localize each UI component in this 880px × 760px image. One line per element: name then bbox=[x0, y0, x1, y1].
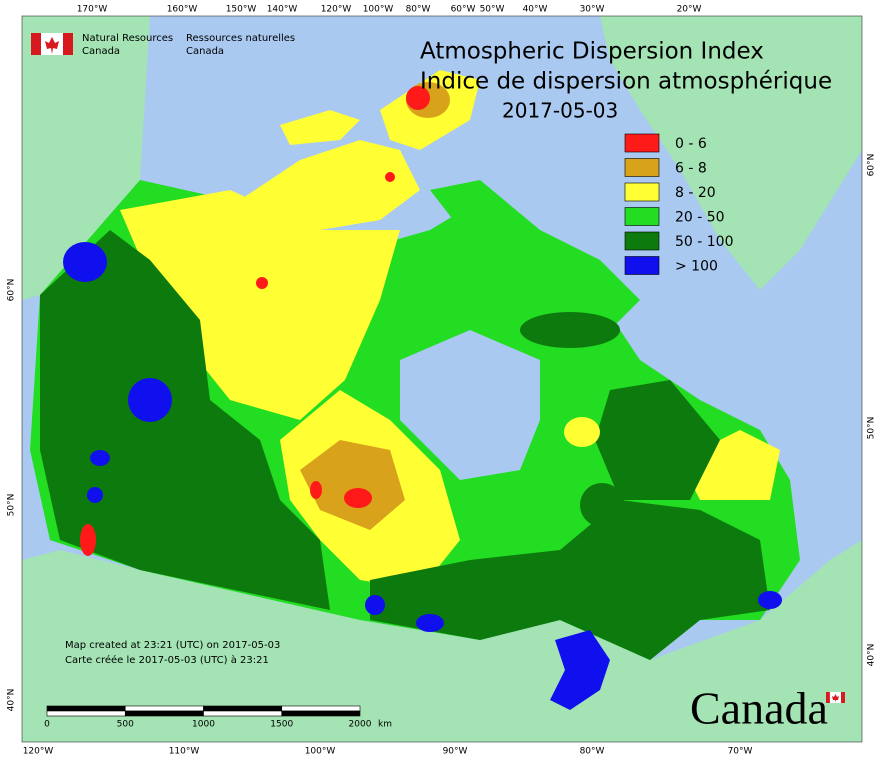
scale-bar-label: 500 bbox=[117, 720, 134, 730]
region bbox=[550, 630, 610, 710]
region bbox=[80, 524, 96, 556]
region bbox=[416, 614, 444, 632]
region bbox=[564, 417, 600, 447]
graticule-label: 80°W bbox=[580, 747, 605, 757]
nrcan-flag bbox=[31, 33, 73, 55]
org-fr: Ressources naturelles bbox=[186, 33, 295, 44]
legend-swatch bbox=[624, 133, 660, 153]
graticule-label: 40°W bbox=[523, 5, 548, 15]
region bbox=[240, 140, 420, 230]
alaska bbox=[22, 16, 150, 300]
region bbox=[385, 172, 395, 182]
org-fr: Canada bbox=[186, 46, 224, 57]
graticule-label: 50°W bbox=[480, 5, 505, 15]
wordmark: Canada bbox=[690, 683, 845, 734]
title-fr: Indice de dispersion atmosphérique bbox=[420, 69, 832, 95]
scale-bar-segment bbox=[124, 705, 204, 712]
region bbox=[63, 242, 107, 282]
graticule-label: 50°N bbox=[867, 417, 877, 440]
region bbox=[300, 440, 405, 530]
credit: Carte créée le 2017-05-03 (UTC) à 23:21 bbox=[65, 654, 269, 666]
scale-bar-label: 0 bbox=[44, 720, 50, 730]
graticule-label: 140°W bbox=[267, 5, 298, 15]
region bbox=[120, 190, 400, 420]
scale-bar-segment bbox=[203, 705, 283, 712]
graticule-label: 160°W bbox=[167, 5, 198, 15]
graticule-label: 40°N bbox=[867, 644, 877, 667]
region bbox=[256, 277, 268, 289]
scale-bar-label: 1000 bbox=[192, 720, 215, 730]
scale-bar-label: 2000 bbox=[349, 720, 372, 730]
graticule-label: 110°W bbox=[169, 747, 200, 757]
graticule-label: 120°W bbox=[321, 5, 352, 15]
legend-label: 20 - 50 bbox=[675, 210, 725, 226]
region bbox=[310, 481, 322, 499]
greenland bbox=[600, 16, 862, 290]
region bbox=[365, 595, 385, 615]
scale-bar-segment bbox=[46, 705, 126, 712]
scale-bar-segment bbox=[124, 710, 204, 717]
legend-swatch bbox=[624, 231, 660, 251]
graticule-label: 100°W bbox=[305, 747, 336, 757]
legend-label: 50 - 100 bbox=[675, 234, 734, 250]
graticule-label: 60°N bbox=[7, 279, 17, 302]
graticule-label: 90°W bbox=[443, 747, 468, 757]
usa bbox=[22, 540, 862, 742]
title-en: Atmospheric Dispersion Index bbox=[420, 39, 764, 65]
wordmark-text: Canada bbox=[690, 683, 828, 734]
scale-bar-segment bbox=[203, 710, 283, 717]
graticule-label: 40°N bbox=[7, 689, 17, 712]
region bbox=[406, 86, 430, 110]
region bbox=[280, 110, 360, 145]
graticule-label: 60°N bbox=[867, 154, 877, 177]
legend-label: 6 - 8 bbox=[675, 161, 707, 177]
graticule-label: 120°W bbox=[23, 747, 54, 757]
graticule-label: 150°W bbox=[226, 5, 257, 15]
graticule-label: 20°W bbox=[677, 5, 702, 15]
region bbox=[87, 487, 103, 503]
legend-swatch bbox=[624, 256, 660, 275]
legend-swatch bbox=[624, 182, 660, 202]
scale-bar-label: 1500 bbox=[270, 720, 293, 730]
legend-swatch bbox=[624, 207, 660, 226]
date: 2017-05-03 bbox=[502, 99, 618, 123]
map-frame bbox=[21, 15, 863, 743]
scale-bar-segment bbox=[281, 710, 361, 717]
graticule-label: 80°W bbox=[406, 5, 431, 15]
hudson-bay bbox=[400, 330, 540, 480]
graticule-label: 100°W bbox=[363, 5, 394, 15]
legend-swatch bbox=[624, 158, 660, 177]
scale-bar-unit: km bbox=[378, 720, 392, 730]
region bbox=[128, 378, 172, 422]
region bbox=[520, 312, 620, 348]
region bbox=[430, 180, 640, 330]
graticule-label: 70°W bbox=[728, 747, 753, 757]
scale-bar-segment bbox=[281, 705, 361, 712]
graticule-label: 50°N bbox=[7, 494, 17, 517]
legend-label: > 100 bbox=[675, 259, 718, 275]
org-en: Natural Resources bbox=[82, 33, 173, 44]
region bbox=[40, 230, 330, 610]
graticule-label: 170°W bbox=[77, 5, 108, 15]
region bbox=[370, 500, 770, 660]
org-en: Canada bbox=[82, 46, 120, 57]
graticule-label: 60°W bbox=[451, 5, 476, 15]
region bbox=[595, 380, 720, 500]
scale-bar-segment bbox=[46, 710, 126, 717]
credit: Map created at 23:21 (UTC) on 2017-05-03 bbox=[65, 640, 280, 651]
region bbox=[758, 591, 782, 609]
legend-label: 8 - 20 bbox=[675, 185, 716, 201]
region bbox=[344, 488, 372, 508]
region bbox=[90, 450, 110, 466]
region bbox=[580, 483, 624, 527]
graticule-label: 30°W bbox=[580, 5, 605, 15]
legend-label: 0 - 6 bbox=[675, 136, 707, 152]
